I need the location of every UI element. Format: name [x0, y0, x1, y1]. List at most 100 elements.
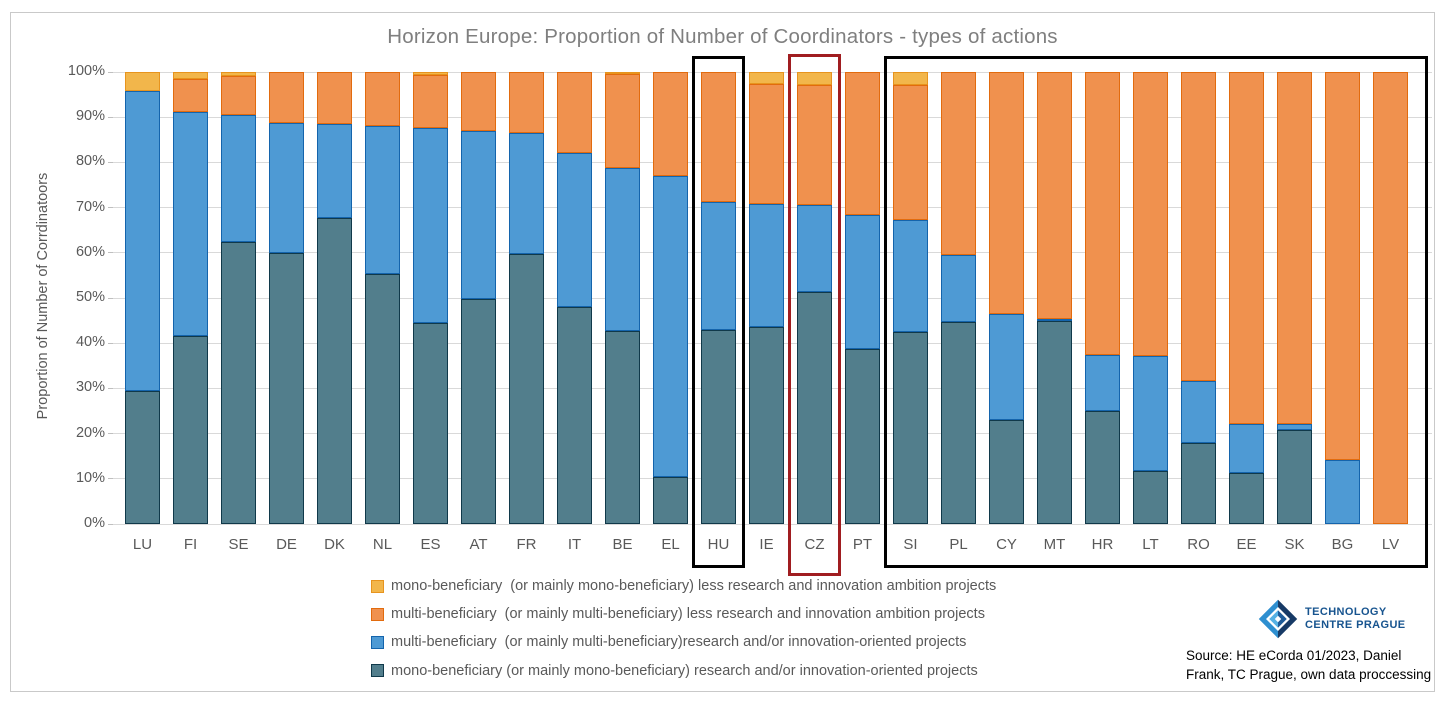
bar-segment-SE: [221, 72, 256, 76]
y-axis-tick: [108, 252, 113, 254]
bar-segment-IE: [749, 203, 784, 327]
bar-segment-ES: [413, 72, 448, 76]
bar-segment-HU: [701, 202, 736, 331]
bar-segment-FI: [173, 335, 208, 524]
x-tick-label: DE: [276, 536, 297, 553]
x-tick-label: MT: [1043, 536, 1066, 553]
bar-segment-EE: [1229, 472, 1264, 524]
legend-label: mono-beneficiary (or mainly mono-benefic…: [391, 578, 997, 595]
bar-segment-LU: [125, 391, 160, 524]
legend-label: multi-beneficiary (or mainly multi-benef…: [391, 634, 967, 651]
bar-segment-SI: [893, 72, 928, 86]
bar-segment-CY: [989, 420, 1024, 524]
x-tick-label: FI: [183, 536, 198, 553]
bar-segment-LT: [1133, 355, 1168, 472]
bar-segment-LU: [125, 90, 160, 392]
y-axis-tick: [108, 433, 113, 435]
bar-segment-RO: [1181, 381, 1216, 444]
y-tick-label: 10%: [75, 469, 105, 486]
bar-segment-AT: [461, 130, 496, 299]
bar-segment-FR: [509, 254, 544, 524]
bar-segment-FI: [173, 111, 208, 336]
bar-segment-PL: [941, 72, 976, 256]
bar-segment-ES: [413, 322, 448, 524]
bar-segment-PT: [845, 72, 880, 215]
bar-segment-SI: [893, 219, 928, 332]
y-axis-tick: [108, 478, 113, 480]
y-tick-label: 60%: [75, 243, 105, 260]
bar-segment-FR: [509, 72, 544, 134]
bar-segment-RO: [1181, 72, 1216, 382]
legend-swatch: [371, 607, 384, 621]
x-tick-label: CY: [996, 536, 1017, 553]
x-tick-label: EL: [661, 536, 680, 553]
legend-swatch: [371, 579, 384, 593]
bar-segment-HR: [1085, 72, 1120, 355]
bar-segment-EL: [653, 476, 688, 524]
bar-segment-LV: [1373, 72, 1408, 524]
legend-item: multi-beneficiary (or mainly multi-benef…: [371, 600, 996, 628]
y-tick-label: 20%: [75, 424, 105, 441]
legend-label: mono-beneficiary (or mainly mono-benefic…: [391, 662, 978, 679]
x-tick-label: AT: [469, 536, 488, 553]
x-tick-label: ES: [420, 536, 441, 553]
bar-segment-EL: [653, 72, 688, 177]
gridline: [113, 523, 1432, 525]
x-tick-label: HU: [707, 536, 730, 553]
x-tick-label: BG: [1331, 536, 1354, 553]
bar-segment-RO: [1181, 443, 1216, 524]
legend: mono-beneficiary (or mainly mono-benefic…: [371, 572, 996, 685]
bar-segment-IT: [557, 307, 592, 524]
bar-segment-IT: [557, 152, 592, 308]
x-tick-label: HR: [1091, 536, 1114, 553]
bar-segment-MT: [1037, 72, 1072, 319]
y-axis-tick: [108, 297, 113, 299]
bar-segment-LT: [1133, 471, 1168, 524]
bar-segment-SK: [1277, 429, 1312, 524]
bar-segment-PT: [845, 214, 880, 350]
x-tick-label: SI: [903, 536, 918, 553]
bar-segment-AT: [461, 72, 496, 131]
bar-segment-NL: [365, 72, 400, 126]
bar-segment-BG: [1325, 459, 1360, 524]
bar-segment-DE: [269, 123, 304, 253]
x-tick-label: IE: [759, 536, 774, 553]
highlight-box-CZ: [788, 54, 841, 576]
bar-segment-EE: [1229, 72, 1264, 425]
bar-segment-MT: [1037, 318, 1072, 321]
bar-segment-NL: [365, 125, 400, 275]
bar-segment-ES: [413, 128, 448, 323]
y-tick-label: 90%: [75, 108, 105, 125]
source-note: Source: HE eCorda 01/2023, Daniel Frank,…: [1186, 646, 1436, 684]
bar-segment-LT: [1133, 72, 1168, 356]
logo-line-2: CENTRE PRAGUE: [1305, 619, 1406, 631]
bar-segment-ES: [413, 75, 448, 129]
bar-segment-MT: [1037, 320, 1072, 524]
bar-segment-HR: [1085, 411, 1120, 524]
y-tick-label: 30%: [75, 379, 105, 396]
chart-title: Horizon Europe: Proportion of Number of …: [387, 25, 1058, 48]
bar-segment-AT: [461, 298, 496, 524]
bar-segment-NL: [365, 274, 400, 524]
y-tick-label: 100%: [67, 63, 105, 79]
bar-segment-DK: [317, 217, 352, 524]
bar-segment-SK: [1277, 72, 1312, 425]
bar-segment-CZ: [797, 204, 832, 293]
bar-segment-IE: [749, 72, 784, 85]
x-tick-label: LT: [1142, 536, 1159, 553]
y-tick-label: 50%: [75, 289, 105, 305]
tc-prague-diamond-icon: [1258, 599, 1298, 639]
y-tick-label: 70%: [75, 198, 105, 215]
bar-segment-BG: [1325, 72, 1360, 460]
legend-item: multi-beneficiary (or mainly multi-benef…: [371, 628, 996, 656]
bar-segment-IT: [557, 72, 592, 153]
bar-segment-FI: [173, 72, 208, 79]
x-tick-label: BE: [612, 536, 633, 553]
bar-segment-HU: [701, 72, 736, 203]
y-axis-tick: [108, 342, 113, 344]
chart-frame: [10, 12, 1435, 692]
x-tick-label: NL: [372, 536, 393, 553]
bar-segment-DK: [317, 123, 352, 218]
bar-segment-SE: [221, 75, 256, 115]
